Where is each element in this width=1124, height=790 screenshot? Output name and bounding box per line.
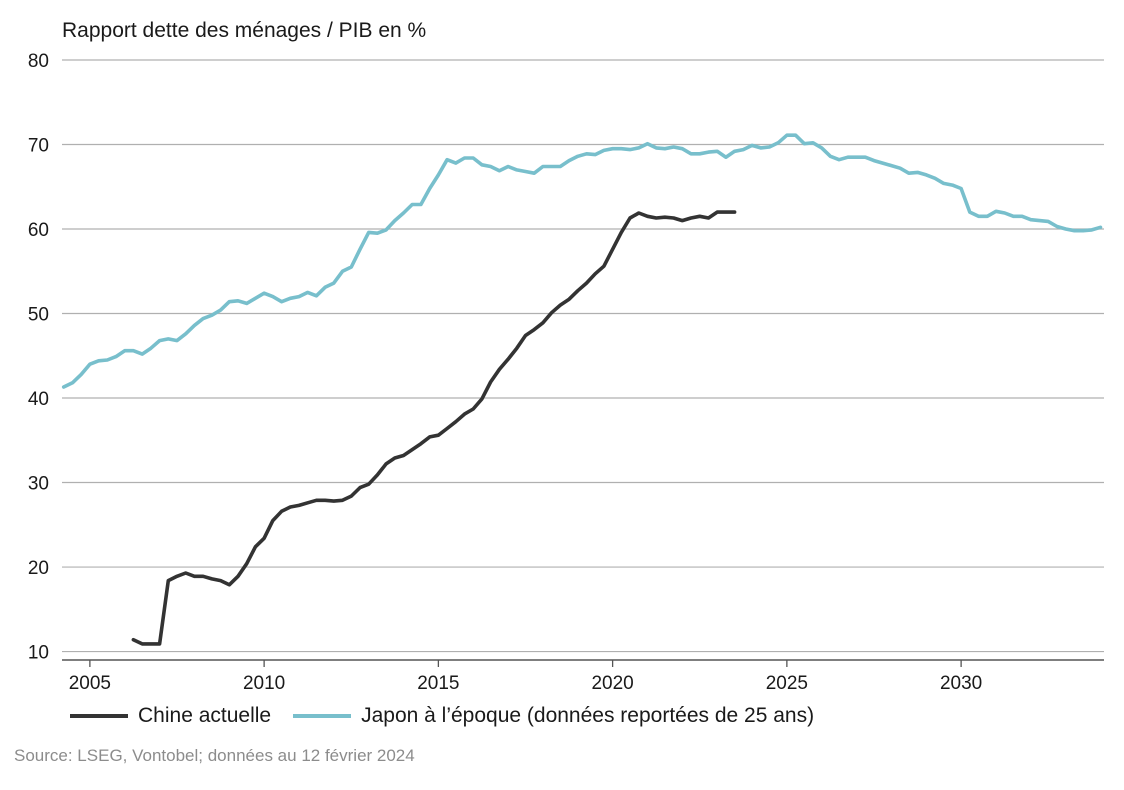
x-tick-label-2015: 2015 xyxy=(417,673,459,694)
legend-swatch-chine xyxy=(70,714,128,718)
legend-swatch-japon xyxy=(293,714,352,718)
y-tick-label-70: 70 xyxy=(28,136,49,157)
series-line-chine xyxy=(131,210,737,646)
x-tick-label-2005: 2005 xyxy=(69,673,111,694)
x-axis-ticks: 2005 2010 2015 2020 2025 2030 xyxy=(69,660,982,694)
x-tick-label-2025: 2025 xyxy=(766,673,808,694)
y-tick-label-20: 20 xyxy=(28,558,49,579)
y-tick-label-80: 80 xyxy=(28,51,49,72)
y-tick-label-40: 40 xyxy=(28,389,49,410)
legend: Chine actuelle Japon à l’époque (données… xyxy=(70,704,836,728)
legend-item-chine: Chine actuelle xyxy=(70,704,271,728)
y-axis-ticks: 10 20 30 40 50 60 70 80 xyxy=(28,51,49,664)
legend-label-japon: Japon à l’époque (données reportées de 2… xyxy=(361,704,815,727)
y-tick-label-10: 10 xyxy=(28,643,49,664)
gridlines xyxy=(62,59,1104,661)
source-note: Source: LSEG, Vontobel; données au 12 fé… xyxy=(14,746,415,765)
legend-item-japon: Japon à l’époque (données reportées de 2… xyxy=(293,704,814,728)
series-line-japon xyxy=(61,133,1103,389)
legend-label-chine: Chine actuelle xyxy=(138,704,272,727)
x-tick-label-2010: 2010 xyxy=(243,673,285,694)
y-tick-label-50: 50 xyxy=(28,305,49,326)
y-tick-label-60: 60 xyxy=(28,220,49,241)
y-tick-label-30: 30 xyxy=(28,474,49,495)
y-axis-title: Rapport dette des ménages / PIB en % xyxy=(62,19,426,42)
x-tick-label-2020: 2020 xyxy=(591,673,633,694)
x-tick-label-2030: 2030 xyxy=(940,673,982,694)
series-lines xyxy=(61,133,1103,646)
